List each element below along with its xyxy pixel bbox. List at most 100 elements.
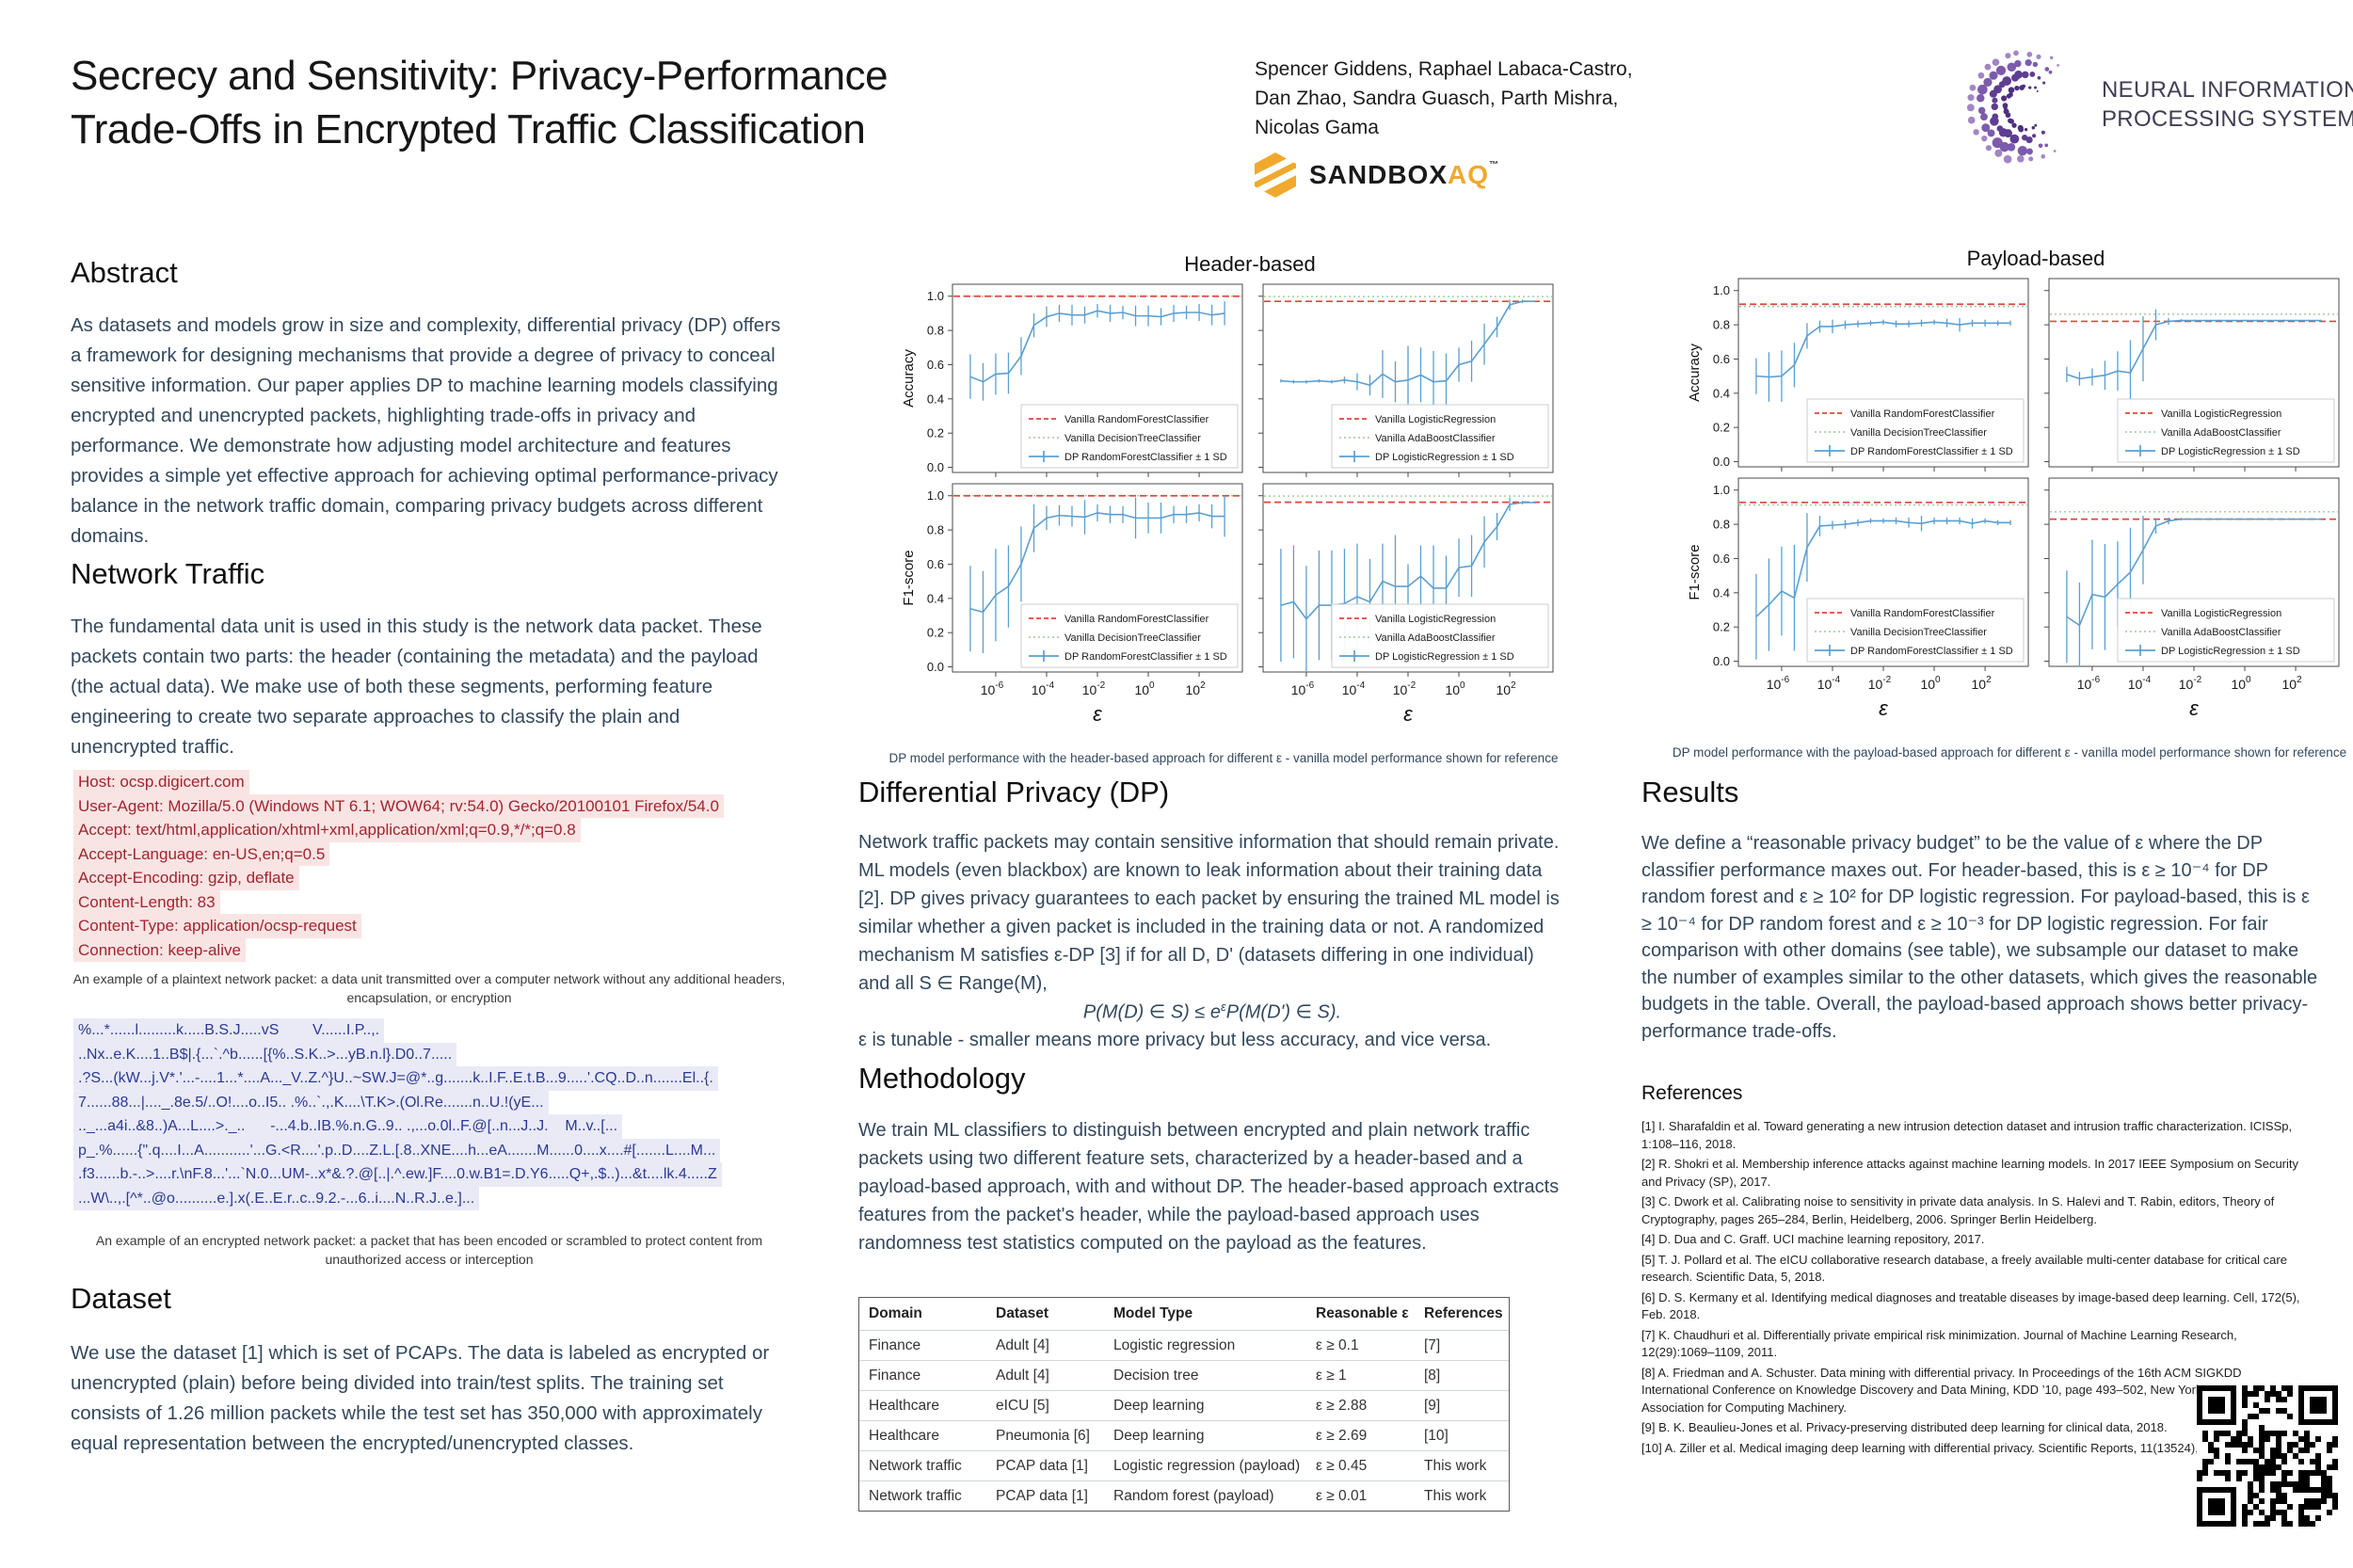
svg-text:0.2: 0.2 (927, 626, 944, 640)
table-header-cell: Dataset (996, 1305, 1048, 1321)
table-cell: Deep learning (1113, 1427, 1205, 1444)
table-cell: Deep learning (1113, 1397, 1205, 1414)
table-cell: PCAP data [1] (996, 1487, 1088, 1504)
table-cell: [9] (1424, 1397, 1441, 1414)
payload-based-chart-figure: Payload-based 0.0 0.2 0.4 0.6 0.8 1.0 Vanilla R… (1687, 247, 2340, 720)
neurips-wordmark: NEURAL INFORMATION PROCESSING SYSTEMS (2102, 75, 2353, 134)
dp-formula: P(M(D) ∈ S) ≤ eεP(M(D') ∈ S). (858, 1000, 1566, 1024)
svg-text:Vanilla DecisionTreeClassifier: Vanilla DecisionTreeClassifier (1850, 427, 1987, 439)
svg-text:100: 100 (1134, 680, 1155, 697)
table-cell: Pneumonia [6] (996, 1427, 1090, 1444)
svg-text:0.2: 0.2 (1713, 421, 1730, 435)
neurips-swirl-icon (1966, 50, 2059, 164)
table-cell: ε ≥ 1 (1316, 1367, 1347, 1384)
table-cell: ε ≥ 0.45 (1316, 1457, 1368, 1474)
svg-text:Vanilla AdaBoostClassifier: Vanilla AdaBoostClassifier (2161, 427, 2281, 439)
table-cell: Random forest (payload) (1113, 1487, 1274, 1504)
svg-text:10-6: 10-6 (981, 680, 1004, 697)
authors-line1: Spencer Giddens, Raphael Labaca-Castro, (1255, 58, 1633, 80)
svg-text:0.0: 0.0 (1713, 654, 1730, 668)
dp-heading: Differential Privacy (DP) (858, 776, 1170, 808)
authors-line3: Nicolas Gama (1255, 117, 1379, 138)
poster-title: Secrecy and Sensitivity: Privacy-Perform… (71, 49, 1153, 156)
svg-text:DP RandomForestClassifier ± 1: DP RandomForestClassifier ± 1 SD (1064, 651, 1227, 663)
svg-text:10-2: 10-2 (1082, 680, 1106, 697)
svg-text:Vanilla LogisticRegression: Vanilla LogisticRegression (1375, 414, 1496, 425)
results-body: We define a “reasonable privacy budget” … (1641, 833, 2318, 1042)
table-cell: Finance (869, 1336, 921, 1353)
svg-text:10-4: 10-4 (1032, 680, 1055, 697)
table-row: Network traffic PCAP data [1] Logistic reg… (859, 1450, 1509, 1480)
svg-text:0.8: 0.8 (1713, 518, 1730, 532)
packet-line: ...W\..,.[^*..@o..........e.].x(.E..E.r.… (73, 1186, 480, 1210)
svg-text:DP RandomForestClassifier ± 1: DP RandomForestClassifier ± 1 SD (1064, 452, 1227, 463)
svg-text:Accuracy: Accuracy (901, 349, 917, 408)
svg-text:Vanilla DecisionTreeClassifier: Vanilla DecisionTreeClassifier (1064, 433, 1201, 444)
svg-text:10-2: 10-2 (1868, 675, 1892, 692)
table-cell: [8] (1424, 1367, 1441, 1384)
table-cell: ε ≥ 0.1 (1316, 1336, 1359, 1353)
table-cell: [10] (1424, 1427, 1449, 1444)
table-header-cell: Reasonable ε (1316, 1305, 1409, 1321)
table-header-row: Domain Dataset Model Type Reasonable ε Refer… (859, 1298, 1509, 1330)
neurips-logo: NEURAL INFORMATION PROCESSING SYSTEMS (1962, 36, 2353, 177)
encrypted-packet-example: %...*......l.........k.....B.S.J.....vS … (73, 1018, 722, 1210)
table-row: Healthcare eICU [5] Deep learning ε ≥ 2.88 [… (859, 1390, 1509, 1420)
svg-text:0.0: 0.0 (927, 460, 944, 474)
svg-text:10-4: 10-4 (2128, 675, 2152, 692)
network-traffic-body: The fundamental data unit is used in thi… (71, 616, 762, 758)
packet-line: Host: ocsp.digicert.com (73, 770, 249, 794)
svg-text:102: 102 (2282, 675, 2303, 692)
svg-text:Accuracy: Accuracy (1687, 344, 1703, 402)
table-row: Finance Adult [4] Logistic regression ε ≥ 0… (859, 1330, 1509, 1360)
table-header-cell: Domain (869, 1305, 922, 1321)
packet-line: .f3......b.-..>....r.\nF.8...'...`N.0...… (73, 1162, 722, 1187)
svg-text:0.8: 0.8 (927, 324, 944, 338)
svg-text:Vanilla AdaBoostClassifier: Vanilla AdaBoostClassifier (2161, 627, 2281, 638)
neurips-line1: NEURAL INFORMATION (2102, 77, 2353, 103)
table-header-cell: References (1424, 1305, 1503, 1321)
svg-text:0.2: 0.2 (1713, 620, 1730, 634)
svg-text:0.4: 0.4 (927, 591, 944, 605)
reference-item: [4] D. Dua and C. Graff. UCI machine lea… (1641, 1232, 1985, 1246)
references-list: [1] I. Sharafaldin et al. Toward generat… (1641, 1118, 2300, 1460)
table-cell: Adult [4] (996, 1336, 1049, 1353)
abstract-body: As datasets and models grow in size and … (71, 314, 781, 547)
svg-text:DP LogisticRegression ± 1 SD: DP LogisticRegression ± 1 SD (1375, 452, 1514, 463)
table-cell: PCAP data [1] (996, 1457, 1088, 1474)
table-cell: eICU [5] (996, 1397, 1049, 1414)
reference-item: [7] K. Chaudhuri et al. Differentially p… (1641, 1327, 2237, 1360)
sandboxaq-wordmark: SANDBOXAQ™ (1309, 160, 1499, 190)
results-heading: Results (1641, 776, 1739, 808)
poster-title-line2: Trade-Offs in Encrypted Traffic Classifi… (71, 106, 866, 152)
svg-text:1.0: 1.0 (1713, 283, 1730, 297)
svg-text:DP RandomForestClassifier ± 1: DP RandomForestClassifier ± 1 SD (1850, 646, 2013, 657)
abstract-heading: Abstract (71, 256, 178, 289)
encrypted-packet-caption: An example of an encrypted network packe… (95, 1233, 763, 1267)
svg-text:Vanilla AdaBoostClassifier: Vanilla AdaBoostClassifier (1375, 632, 1496, 644)
reference-item: [9] B. K. Beaulieu-Jones et al. Privacy-… (1641, 1420, 2168, 1434)
header-based-chart-figure: Header-based 0.0 0.2 0.4 0.6 0.8 1.0 Vanilla Ra… (901, 252, 1554, 726)
poster-title-line1: Secrecy and Sensitivity: Privacy-Perform… (71, 53, 888, 99)
formula-post: P(M(D') ∈ S). (1225, 1001, 1342, 1023)
packet-line: ..Nx..e.K....1..B$|.{...`.^b......[{%..S… (73, 1042, 457, 1066)
packet-line: .?S...(kW...j.V*.'...-....1...*....A..._… (73, 1066, 718, 1091)
svg-text:DP LogisticRegression ± 1 SD: DP LogisticRegression ± 1 SD (2161, 446, 2300, 457)
svg-text:1.0: 1.0 (927, 488, 944, 503)
formula-pre: P(M(D) ∈ S) ≤ e (1082, 1001, 1222, 1023)
reference-item: [6] D. S. Kermany et al. Identifying med… (1641, 1289, 2300, 1322)
table-cell: Healthcare (869, 1427, 939, 1444)
table-cell: Decision tree (1113, 1367, 1199, 1384)
svg-text:ε: ε (2189, 696, 2199, 720)
svg-text:100: 100 (1445, 680, 1465, 697)
sandbox-text: SANDBOX (1309, 160, 1449, 189)
methodology-body: We train ML classifiers to distinguish b… (858, 1120, 1560, 1254)
plaintext-packet-example: Host: ocsp.digicert.com User-Agent: Mozil… (73, 770, 724, 962)
svg-text:102: 102 (1972, 675, 1993, 692)
references-heading: References (1641, 1082, 1743, 1104)
svg-text:0.0: 0.0 (927, 660, 944, 674)
reference-item: [1] I. Sharafaldin et al. Toward generat… (1641, 1119, 2293, 1151)
dataset-heading: Dataset (71, 1282, 171, 1315)
svg-text:Vanilla DecisionTreeClassifier: Vanilla DecisionTreeClassifier (1850, 627, 1987, 638)
